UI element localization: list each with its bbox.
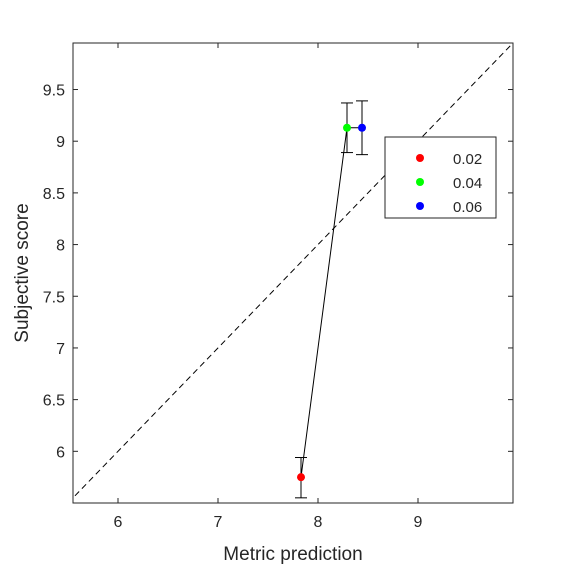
plot-area bbox=[73, 43, 513, 503]
legend-label-0: 0.02 bbox=[453, 151, 482, 168]
x-tick-label: 9 bbox=[414, 514, 423, 531]
x-axis-label: Metric prediction bbox=[223, 544, 362, 565]
plot-frame bbox=[72, 42, 514, 504]
x-tick-label: 6 bbox=[114, 514, 123, 531]
y-tick-label: 7.5 bbox=[43, 289, 65, 306]
data-point-0 bbox=[297, 473, 305, 482]
x-axis-ticks: 6 7 8 9 bbox=[114, 43, 423, 531]
y-tick-label: 9 bbox=[56, 134, 65, 151]
data-point-2 bbox=[358, 123, 366, 132]
y-tick-label: 8 bbox=[56, 238, 65, 255]
y-tick-label: 9.5 bbox=[43, 83, 65, 100]
legend-marker-1 bbox=[416, 178, 424, 186]
legend-marker-0 bbox=[416, 154, 424, 162]
legend-label-2: 0.06 bbox=[453, 199, 482, 216]
data-point-1 bbox=[343, 123, 351, 132]
legend-marker-2 bbox=[416, 202, 424, 210]
legend: 0.02 0.04 0.06 bbox=[384, 136, 497, 219]
x-tick-label: 7 bbox=[214, 514, 223, 531]
y-axis-ticks: 6 6.5 7 7.5 8 8.5 9 9.5 bbox=[43, 83, 513, 461]
plot-content bbox=[73, 43, 513, 499]
y-tick-label: 6.5 bbox=[43, 393, 65, 410]
y-tick-label: 7 bbox=[56, 341, 65, 358]
identity-line bbox=[73, 43, 513, 499]
x-tick-label: 8 bbox=[314, 514, 323, 531]
legend-label-1: 0.04 bbox=[453, 175, 482, 192]
legend-box bbox=[384, 136, 497, 219]
y-tick-label: 8.5 bbox=[43, 186, 65, 203]
y-axis-label: Subjective score bbox=[12, 203, 33, 342]
y-tick-label: 6 bbox=[56, 444, 65, 461]
